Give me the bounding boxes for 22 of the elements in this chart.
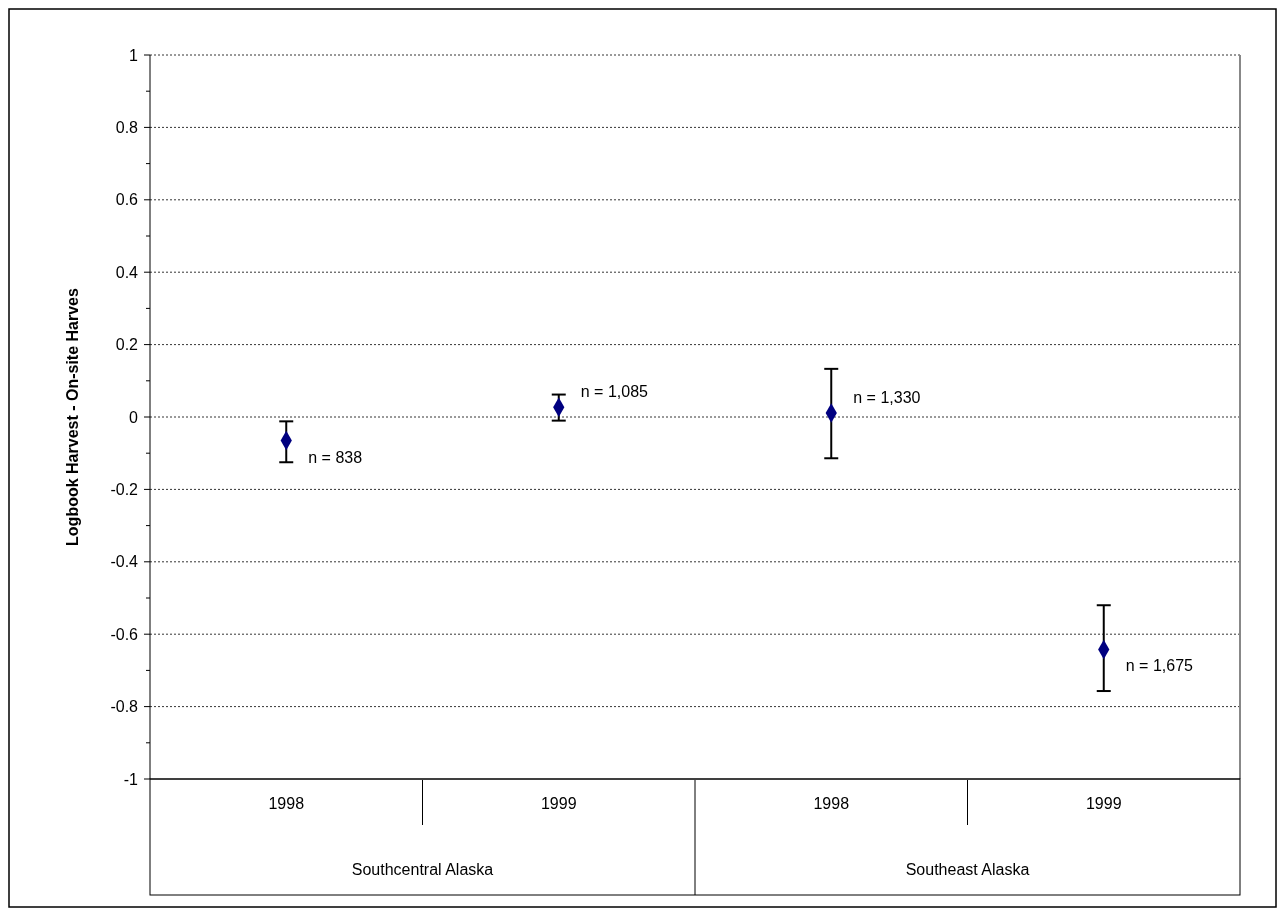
text: Southcentral Alaska [351,861,494,878]
annotation: n = 1,675 [1125,657,1194,675]
y-tick-label: 0.8 [115,119,139,136]
y-tick-label: -0.2 [110,481,139,498]
x-tick-label: 1999 [1085,795,1122,812]
annotation: n = 838 [308,448,363,466]
text: Southeast Alaska [905,861,1030,878]
y-tick-label: 0 [129,408,139,426]
y-axis-title: Logbook Harvest - On-site Harves [64,287,81,546]
y-tick-label: 0.4 [115,263,139,281]
y-tick-label: -1 [123,770,139,788]
y-tick-label: 0.2 [115,336,139,354]
y-tick-label: -0.6 [110,625,139,643]
annotation: n = 1,085 [580,383,649,401]
annotation: n = 1,330 [853,389,921,407]
y-tick-label: 0.6 [115,191,139,209]
y-tick-label: -0.4 [110,553,139,571]
x-tick-label: 1998 [268,795,305,812]
x-tick-label: 1999 [540,795,577,812]
y-tick-label: -0.8 [110,698,139,716]
y-tick-label: 1 [129,46,139,64]
x-tick-label: 1998 [813,795,850,812]
